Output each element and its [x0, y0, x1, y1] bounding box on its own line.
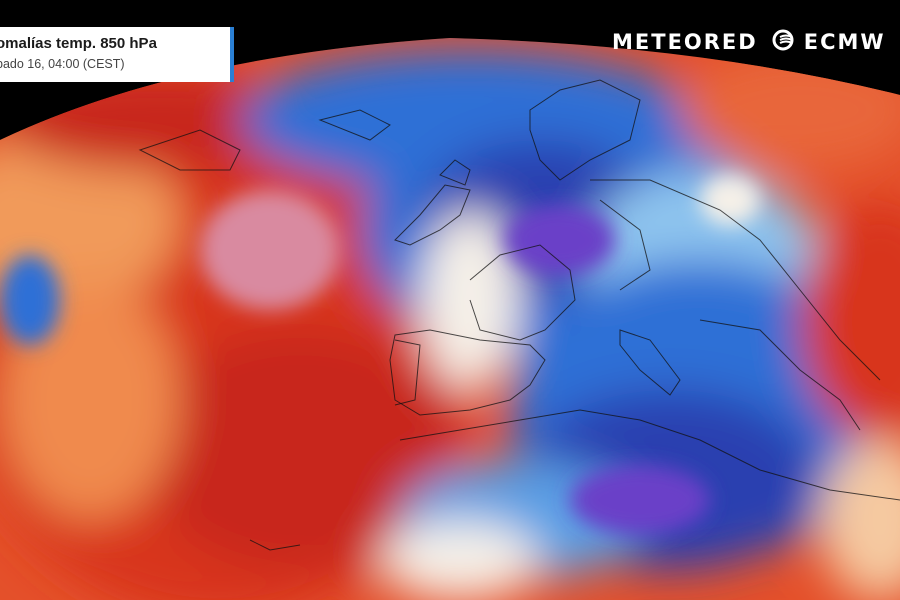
coastlines — [138, 79, 900, 551]
ecmwf-logo-icon — [772, 29, 802, 56]
map-timestamp: bado 16, 04:00 (CEST) — [0, 57, 125, 71]
meteored-logo: METEORED — [612, 30, 758, 54]
ecmwf-logo: ECMW — [772, 29, 886, 56]
branding: METEORED ECMW — [612, 28, 886, 56]
ecmwf-logo-text: ECMW — [803, 30, 886, 54]
map-title: omalías temp. 850 hPa — [0, 35, 157, 52]
map-info-panel: omalías temp. 850 hPa bado 16, 04:00 (CE… — [0, 27, 234, 82]
